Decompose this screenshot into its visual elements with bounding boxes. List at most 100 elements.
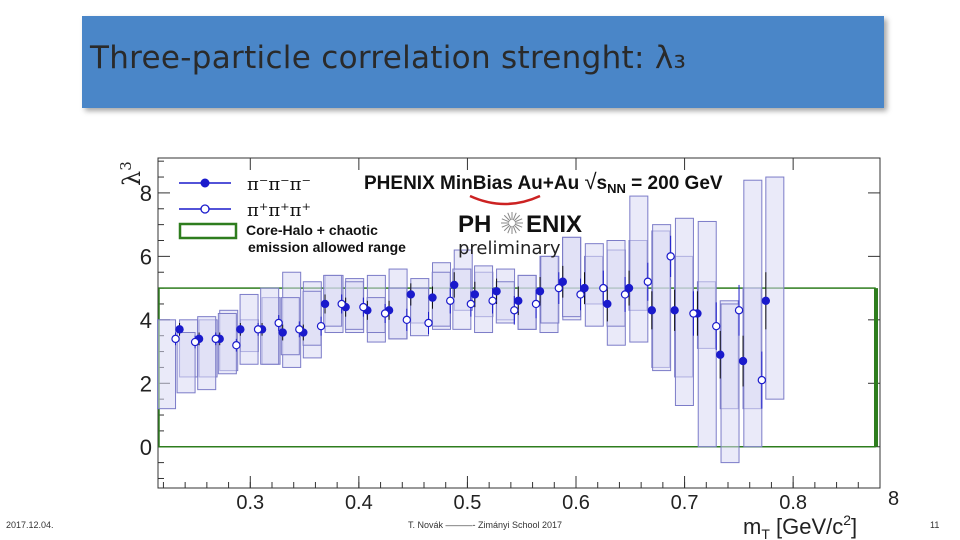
data-point-piplus — [359, 302, 368, 312]
data-point-piplus — [316, 321, 326, 331]
logo-starburst-ray — [507, 225, 512, 234]
data-point-piplus — [576, 290, 585, 299]
logo-starburst-ray — [512, 212, 517, 221]
data-point-piminus — [603, 299, 612, 309]
logo-subtitle: preliminary — [458, 238, 561, 259]
syst-box — [302, 290, 322, 346]
legend-marker-open — [200, 204, 210, 214]
chart-title: PHENIX MinBias Au+Au √sNN = 200 GeV — [364, 169, 723, 196]
data-point-piplus — [171, 334, 180, 344]
footer-date: 2017.12.04. — [6, 520, 54, 530]
legend-marker-filled — [200, 178, 210, 188]
x-tick-label: 0.5 — [454, 492, 482, 514]
data-point-piplus — [295, 325, 304, 334]
logo-starburst-ray — [503, 224, 511, 232]
legend-band-swatch — [178, 222, 238, 240]
syst-box — [629, 195, 649, 343]
data-point-piplus — [666, 252, 675, 261]
data-point-piplus — [211, 334, 220, 344]
page-number: 11 — [930, 520, 940, 530]
syst-box — [743, 179, 763, 448]
data-point-piplus — [689, 309, 698, 318]
footer-center: T. Novák ———- Zimányi School 2017 — [407, 520, 563, 530]
logo-starburst-ray — [501, 223, 510, 228]
data-point-piplus — [734, 306, 744, 315]
data-point-piplus — [402, 315, 411, 325]
syst-box — [452, 268, 472, 330]
data-point-piminus — [716, 350, 725, 359]
syst-box — [697, 220, 717, 448]
data-point-piminus — [278, 328, 287, 337]
data-point-piplus — [466, 299, 476, 309]
data-point-piminus — [175, 325, 184, 334]
data-point-piplus — [424, 318, 433, 328]
y-axis-label: λ3 — [117, 161, 146, 186]
data-point-piplus — [253, 325, 263, 334]
data-point-piminus — [738, 356, 748, 366]
y-tick-label: 2 — [140, 371, 152, 396]
data-point-piminus — [428, 293, 437, 302]
y-tick-label: 4 — [140, 308, 152, 333]
data-point-piminus — [406, 290, 415, 299]
data-point-piminus — [761, 296, 771, 305]
legend-label-1: π⁻π⁻π⁻ — [247, 174, 311, 195]
x-tick-label: 0.4 — [345, 492, 373, 514]
legend-label-2: π⁺π⁺π⁺ — [247, 200, 311, 221]
x-tick-label: 0.6 — [562, 492, 590, 514]
data-point-piplus — [274, 318, 283, 328]
x-axis-label: mT [GeV/c2] — [743, 512, 857, 540]
data-point-piminus — [236, 325, 245, 334]
logo-starburst-ray — [512, 225, 517, 234]
syst-box — [720, 303, 740, 464]
data-point-piplus — [380, 309, 390, 318]
x-edge-label: 8 — [888, 488, 899, 510]
data-point-piplus — [643, 277, 653, 286]
title-bar: Three-particle correlation strenght: λ₃ — [82, 16, 884, 108]
syst-box — [652, 224, 672, 372]
x-tick-label: 0.8 — [779, 492, 807, 514]
logo-starburst-ray — [507, 212, 512, 221]
syst-box — [562, 236, 582, 318]
data-point-piminus — [670, 306, 679, 315]
data-point-piplus — [531, 299, 541, 309]
logo-text-right: ENIX — [526, 211, 582, 238]
data-point-piplus — [712, 321, 721, 331]
logo-starburst-ray — [513, 214, 521, 222]
y-tick-label: 6 — [140, 244, 152, 269]
legend-band-label-2: emission allowed range — [248, 239, 406, 255]
y-tick-label: 8 — [140, 181, 152, 206]
data-point-piplus — [620, 290, 630, 299]
data-point-piplus — [757, 375, 767, 385]
data-point-piminus — [320, 299, 330, 309]
data-point-piplus — [446, 296, 455, 305]
data-point-piplus — [337, 299, 346, 309]
logo-starburst-ray — [503, 214, 511, 222]
legend-band-label-1: Core-Halo + chaotic — [246, 222, 378, 238]
syst-box — [176, 332, 196, 394]
data-point-piminus — [450, 280, 459, 290]
data-point-piplus — [599, 283, 608, 293]
data-point-piplus — [190, 337, 200, 347]
data-point-piminus — [492, 287, 501, 296]
data-point-piminus — [470, 290, 480, 299]
data-point-piplus — [554, 283, 564, 293]
x-tick-label: 0.3 — [236, 492, 264, 514]
data-point-piminus — [647, 306, 657, 315]
logo-starburst-ray — [501, 218, 510, 223]
x-tick-label: 0.7 — [671, 492, 699, 514]
logo-text-left: PH — [458, 211, 491, 238]
data-point-piplus — [510, 306, 519, 315]
data-point-piplus — [232, 341, 241, 350]
logo-starburst-ray — [513, 224, 521, 232]
syst-box — [606, 240, 626, 327]
logo-starburst-ray — [514, 223, 523, 228]
y-tick-label: 0 — [140, 435, 152, 460]
logo-starburst-ray — [514, 218, 523, 223]
slide-title: Three-particle correlation strenght: λ₃ — [90, 40, 687, 76]
logo-red-arc — [469, 194, 541, 206]
data-point-piminus — [535, 287, 545, 296]
data-point-piminus — [514, 296, 523, 305]
syst-box — [197, 316, 217, 391]
syst-box — [157, 319, 177, 410]
